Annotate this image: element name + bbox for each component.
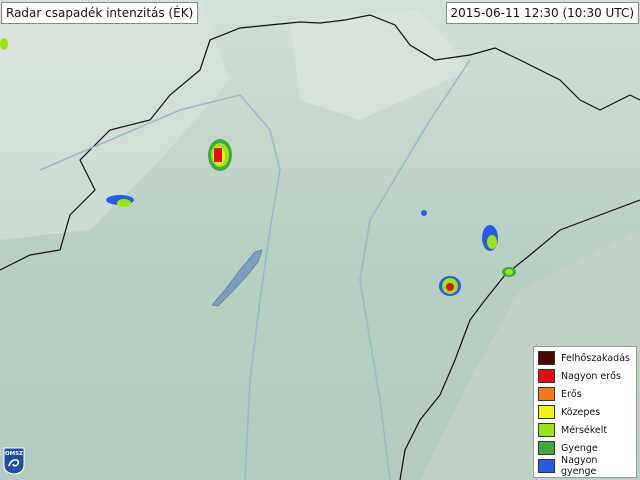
radar-echo-6 (0, 38, 8, 50)
legend-label: Felhőszakadás (561, 352, 630, 364)
mountains-northwest (0, 0, 230, 240)
radar-echo-3 (439, 276, 461, 296)
svg-text:OMSZ: OMSZ (5, 451, 23, 457)
country-border (0, 14, 640, 271)
legend-swatch (538, 351, 555, 365)
legend-item-kozepes: Közepes (538, 403, 632, 421)
legend-item-nagyon-gyenge: Nagyon gyenge (538, 455, 632, 477)
omsz-logo: OMSZ (3, 447, 25, 475)
lake-balaton (211, 249, 263, 307)
mountains-north (290, 10, 470, 120)
river-tisza (359, 59, 471, 480)
legend-swatch (538, 405, 555, 419)
legend-label: Gyenge (561, 442, 598, 454)
legend-swatch (538, 441, 555, 455)
legend-swatch (538, 387, 555, 401)
map-title: Radar csapadék intenzitás (ÉK) (1, 2, 199, 24)
river-danube (39, 94, 281, 480)
legend-item-gyenge: Gyenge (538, 439, 632, 457)
legend-swatch (538, 459, 555, 473)
legend-item-mersekelt: Mérsékelt (538, 421, 632, 439)
legend-label: Nagyon erős (561, 370, 621, 382)
legend-label: Közepes (561, 406, 601, 418)
legend-swatch (538, 369, 555, 383)
timestamp: 2015-06-11 12:30 (10:30 UTC) (445, 2, 639, 24)
radar-echo-7 (421, 210, 427, 216)
legend-item-nagyon-eros: Nagyon erős (538, 367, 632, 385)
legend-swatch (538, 423, 555, 437)
legend-label: Mérsékelt (561, 424, 608, 436)
radar-echo-4 (482, 225, 498, 251)
legend-label: Nagyon gyenge (561, 455, 598, 477)
legend: Felhőszakadás Nagyon erős Erős Közepes M… (533, 346, 637, 478)
radar-echo-1 (208, 139, 232, 171)
radar-echo-2 (106, 195, 134, 207)
radar-echo-5 (502, 267, 516, 277)
legend-label: Erős (561, 388, 582, 400)
legend-item-felhoszakadas: Felhőszakadás (538, 349, 632, 367)
country-border-east (399, 199, 640, 480)
legend-item-eros: Erős (538, 385, 632, 403)
